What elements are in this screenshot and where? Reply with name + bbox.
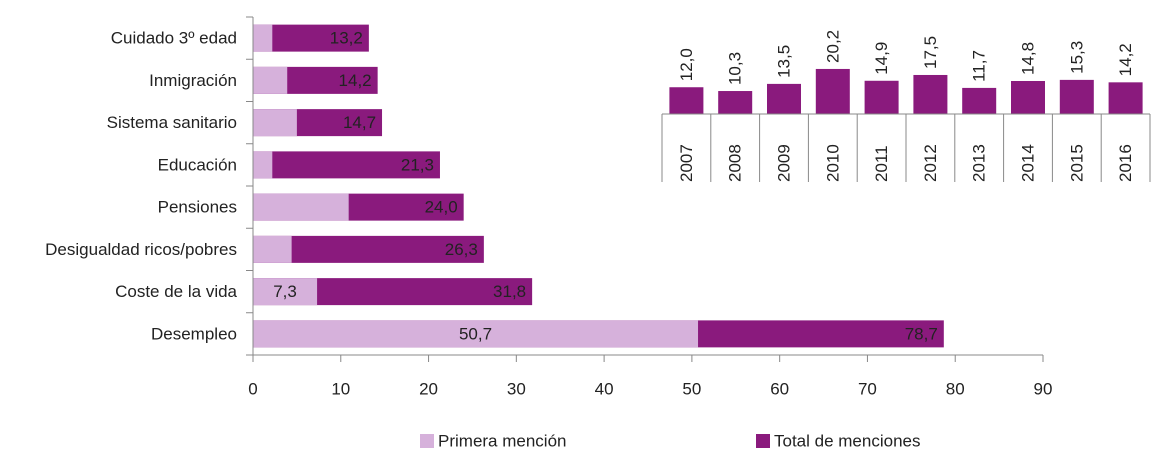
bar xyxy=(253,320,699,348)
value-label: 31,8 xyxy=(493,282,526,301)
value-label: 12,0 xyxy=(677,48,696,81)
value-label: 26,3 xyxy=(445,240,478,259)
bar xyxy=(1108,82,1143,114)
x-tick-label: 20 xyxy=(419,379,438,398)
value-label: 78,7 xyxy=(905,324,938,343)
x-tick-label: 2012 xyxy=(921,144,940,182)
x-tick-label: 2011 xyxy=(872,145,891,182)
x-tick-label: 2007 xyxy=(677,144,696,182)
x-tick-label: 60 xyxy=(770,379,789,398)
x-tick-label: 2009 xyxy=(774,144,793,182)
value-label: 15,3 xyxy=(1067,41,1086,74)
bar xyxy=(253,66,288,94)
x-tick-label: 50 xyxy=(682,379,701,398)
bar xyxy=(864,80,899,114)
value-label: 20,2 xyxy=(823,30,842,63)
value-label: 14,9 xyxy=(872,42,891,75)
x-tick-label: 30 xyxy=(507,379,526,398)
value-label: 13,2 xyxy=(330,29,363,48)
bar xyxy=(913,74,948,114)
value-label: 50,7 xyxy=(459,324,492,343)
x-tick-label: 2008 xyxy=(726,144,745,182)
x-tick-label: 2013 xyxy=(970,144,989,182)
x-tick-label: 0 xyxy=(248,379,257,398)
y-tick-label: Sistema sanitario xyxy=(107,113,237,132)
value-label: 14,2 xyxy=(339,71,372,90)
y-tick-label: Inmigración xyxy=(149,71,237,90)
bar xyxy=(1011,80,1045,114)
value-label: 14,8 xyxy=(1018,42,1037,75)
y-tick-label: Educación xyxy=(158,155,237,174)
bar xyxy=(253,109,297,137)
x-tick-label: 2016 xyxy=(1116,144,1135,182)
legend-swatch xyxy=(420,434,434,448)
y-tick-label: Coste de la vida xyxy=(115,282,237,301)
value-label: 13,5 xyxy=(774,45,793,78)
x-tick-label: 2010 xyxy=(823,144,842,182)
bar xyxy=(718,91,753,114)
x-tick-label: 2014 xyxy=(1018,144,1037,182)
bar xyxy=(253,193,349,221)
value-label: 14,2 xyxy=(1116,43,1135,76)
x-tick-label: 2015 xyxy=(1067,144,1086,182)
value-label: 11,7 xyxy=(970,50,989,82)
x-tick-label: 10 xyxy=(331,379,350,398)
y-tick-label: Cuidado 3º edad xyxy=(111,29,237,48)
x-tick-label: 80 xyxy=(946,379,965,398)
bar xyxy=(253,151,440,179)
value-label: 21,3 xyxy=(401,155,434,174)
bar xyxy=(253,151,273,179)
legend-label: Total de menciones xyxy=(774,431,920,450)
x-tick-label: 70 xyxy=(858,379,877,398)
y-tick-label: Desempleo xyxy=(151,324,237,343)
value-label: 24,0 xyxy=(425,198,458,217)
value-label: 14,7 xyxy=(343,113,376,132)
x-tick-label: 40 xyxy=(595,379,614,398)
bar xyxy=(253,24,273,52)
value-label: 10,3 xyxy=(726,52,745,85)
x-tick-label: 90 xyxy=(1034,379,1053,398)
bar xyxy=(1059,79,1094,114)
bar xyxy=(962,87,997,114)
value-label: 7,3 xyxy=(273,282,297,301)
legend-swatch xyxy=(756,434,770,448)
bar xyxy=(815,68,850,114)
y-tick-label: Pensiones xyxy=(158,198,237,217)
y-tick-label: Desigualdad ricos/pobres xyxy=(45,240,237,259)
bar xyxy=(253,235,292,263)
bar xyxy=(669,87,704,114)
bar xyxy=(253,278,318,306)
legend-label: Primera mención xyxy=(438,431,567,450)
value-label: 17,5 xyxy=(921,36,940,69)
bar xyxy=(767,83,801,114)
